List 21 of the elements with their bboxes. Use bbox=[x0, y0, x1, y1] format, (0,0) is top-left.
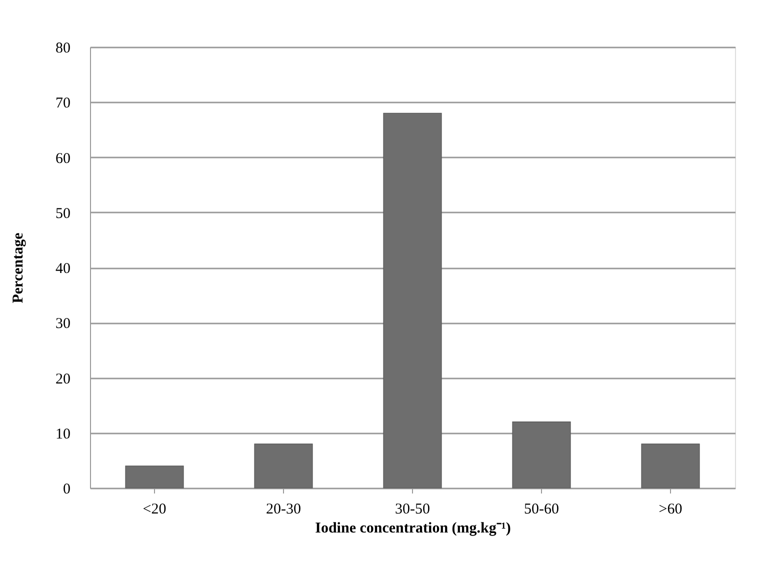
x-axis-title: Iodine concentration (mg.kg⁻¹) bbox=[315, 520, 511, 536]
y-tick-label: 20 bbox=[56, 371, 70, 388]
y-tick-label: 10 bbox=[56, 426, 70, 442]
x-tick-label: >60 bbox=[658, 502, 682, 518]
bar bbox=[383, 112, 442, 488]
x-tick-label: 20-30 bbox=[266, 502, 301, 518]
bar bbox=[512, 422, 571, 488]
x-tick-label: 30-50 bbox=[395, 502, 430, 518]
y-tick-label: 70 bbox=[56, 96, 70, 112]
bar bbox=[125, 466, 184, 488]
y-tick-label: 80 bbox=[56, 40, 70, 56]
y-tick-label: 0 bbox=[63, 482, 70, 498]
bar bbox=[254, 444, 313, 488]
y-tick-label: 40 bbox=[56, 261, 70, 277]
bar bbox=[641, 444, 700, 488]
y-axis-title: Percentage bbox=[10, 232, 26, 304]
y-tick-label: 60 bbox=[56, 150, 70, 167]
y-tick-label: 30 bbox=[56, 316, 70, 332]
x-tick-label: 50-60 bbox=[524, 502, 559, 518]
x-tick-label: <20 bbox=[142, 502, 166, 518]
y-tick-label: 50 bbox=[56, 206, 70, 222]
